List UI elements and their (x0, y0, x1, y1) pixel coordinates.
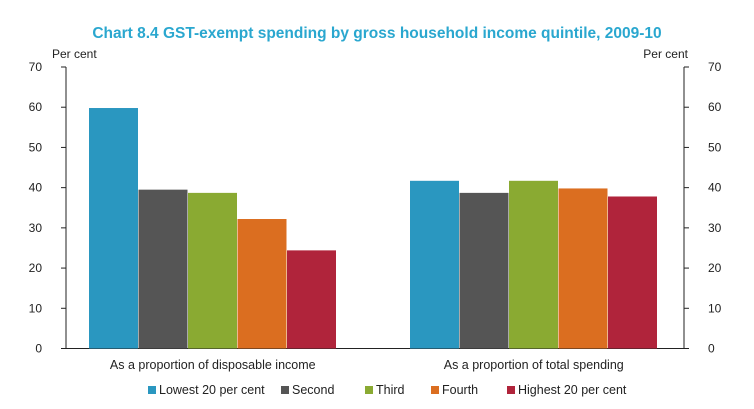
legend-swatch (507, 386, 515, 394)
legend-label: Second (292, 383, 334, 397)
y-tick-label-right: 30 (708, 221, 722, 235)
y-axis-label-left: Per cent (52, 47, 97, 61)
bar (608, 196, 657, 349)
y-tick-label-left: 60 (29, 100, 43, 114)
x-category-label: As a proportion of total spending (444, 358, 624, 372)
bar (237, 219, 287, 349)
y-tick-label-left: 20 (29, 261, 43, 275)
legend-label: Fourth (442, 383, 478, 397)
bar (138, 189, 188, 349)
bar (509, 180, 558, 349)
y-tick-label-left: 0 (35, 342, 42, 356)
y-tick-label-right: 60 (708, 100, 722, 114)
y-axis-label-right: Per cent (643, 47, 688, 61)
y-tick-label-left: 40 (29, 181, 43, 195)
legend-swatch (148, 386, 156, 394)
bar (410, 180, 459, 349)
legend-swatch (281, 386, 289, 394)
y-tick-label-right: 50 (708, 140, 722, 154)
y-tick-label-left: 50 (29, 140, 43, 154)
chart-title: Chart 8.4 GST-exempt spending by gross h… (92, 25, 661, 42)
y-tick-label-right: 40 (708, 181, 722, 195)
bar (287, 250, 336, 349)
x-category-label: As a proportion of disposable income (110, 358, 316, 372)
bar (188, 192, 237, 349)
legend-label: Lowest 20 per cent (159, 383, 265, 397)
y-tick-label-right: 70 (708, 60, 722, 74)
y-tick-label-right: 20 (708, 261, 722, 275)
legend-swatch (365, 386, 373, 394)
bar (89, 108, 138, 349)
y-tick-label-left: 70 (29, 60, 43, 74)
bar (558, 188, 608, 349)
legend-swatch (431, 386, 439, 394)
y-tick-label-left: 10 (29, 301, 43, 315)
y-tick-label-right: 0 (708, 342, 715, 356)
legend-label: Third (376, 383, 405, 397)
legend-label: Highest 20 per cent (518, 383, 627, 397)
y-tick-label-right: 10 (708, 301, 722, 315)
bar (459, 192, 509, 349)
y-tick-label-left: 30 (29, 221, 43, 235)
